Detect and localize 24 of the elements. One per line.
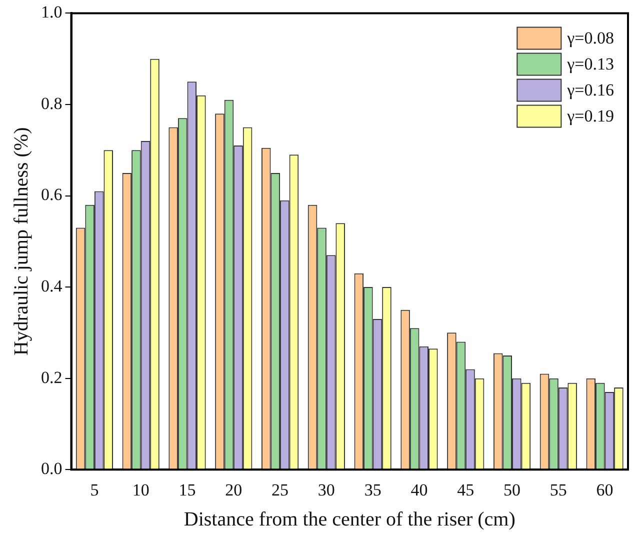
legend-label: γ=0.16	[566, 80, 614, 100]
y-tick-label: 1.0	[41, 2, 62, 22]
x-tick-label: 30	[318, 480, 335, 500]
x-tick-label: 40	[410, 480, 428, 500]
y-tick-label: 0.0	[41, 459, 62, 478]
x-tick-label: 15	[178, 480, 196, 500]
x-tick-label: 20	[225, 480, 242, 500]
x-tick-label: 35	[364, 480, 382, 500]
x-tick-label: 50	[504, 480, 521, 500]
x-tick-label: 10	[132, 480, 150, 500]
y-tick-label: 0.8	[41, 94, 62, 113]
x-tick-label: 60	[596, 480, 614, 500]
x-tick-label: 5	[90, 480, 99, 500]
legend-label: γ=0.19	[566, 106, 614, 126]
x-tick-label: 45	[457, 480, 474, 500]
y-tick-label: 0.2	[41, 368, 62, 387]
legend-label: γ=0.13	[566, 54, 614, 74]
x-axis-title: Distance from the center of the riser (cm)	[184, 508, 516, 530]
y-tick-label: 0.4	[41, 276, 63, 296]
y-tick-label: 0.6	[41, 185, 62, 204]
x-tick-label: 55	[550, 480, 567, 500]
legend-label: γ=0.08	[566, 28, 614, 48]
x-tick-label: 25	[272, 480, 289, 500]
y-axis-title: Hydraulic jump fullness (%)	[10, 127, 32, 356]
